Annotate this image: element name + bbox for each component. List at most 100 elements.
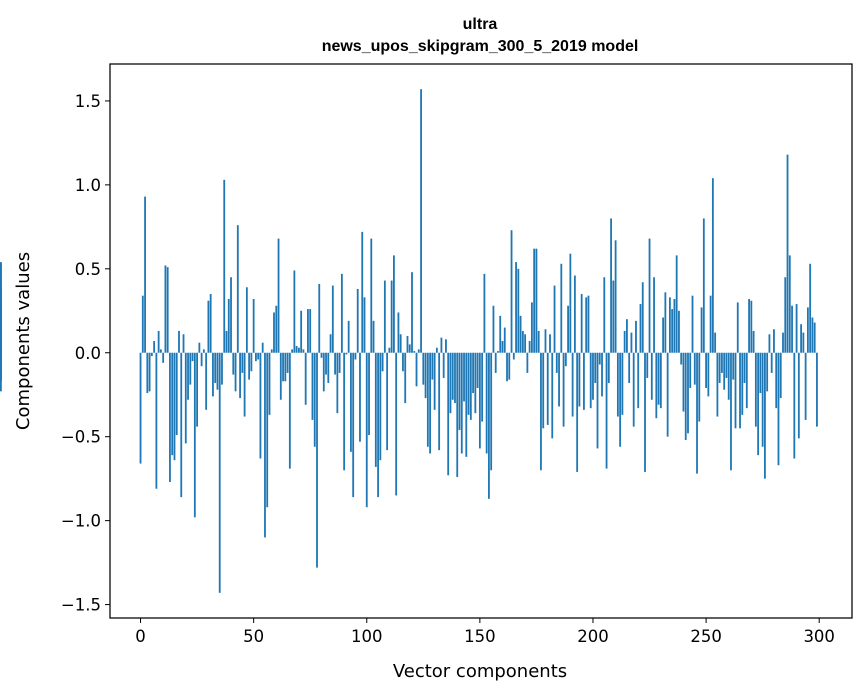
bar-148: [474, 352, 477, 414]
bar-32: [212, 352, 214, 397]
bar-276: [764, 352, 766, 479]
bar-229: [657, 352, 660, 405]
bar-71: [300, 310, 303, 353]
bar-0: [139, 352, 142, 464]
bar-136: [447, 352, 450, 476]
bar-182: [551, 352, 554, 439]
bar-204: [601, 352, 603, 397]
bar-43: [236, 225, 239, 353]
bar-114: [397, 312, 400, 353]
bar-236: [673, 299, 676, 353]
bar-175: [535, 248, 538, 353]
bar-30: [207, 300, 210, 353]
bar-297: [811, 317, 814, 353]
bar-85: [331, 285, 334, 353]
bar-31: [209, 293, 212, 353]
bar-192: [573, 275, 576, 353]
bar-187: [562, 352, 565, 427]
bar-93: [350, 352, 352, 452]
bar-245: [693, 352, 696, 385]
bar-214: [623, 330, 626, 353]
bar-221: [639, 304, 642, 353]
bar-248: [700, 307, 703, 353]
bar-16: [175, 352, 178, 436]
bar-277: [766, 352, 769, 392]
bar-289: [793, 352, 796, 459]
bar-201: [594, 352, 597, 383]
x-axis-label: Vector components: [393, 661, 567, 682]
bar-111: [390, 280, 393, 353]
bar-274: [759, 352, 762, 394]
x-tick-label: 50: [243, 627, 264, 646]
bar-undefined: [0, 352, 2, 358]
bar-40: [230, 277, 232, 353]
bar-69: [295, 346, 298, 353]
bar-218: [632, 352, 635, 427]
bar-205: [603, 277, 606, 353]
bar-106: [379, 352, 382, 461]
bar-269: [748, 299, 750, 353]
bar-72: [302, 349, 305, 353]
bar-92: [347, 320, 350, 353]
bar-285: [784, 277, 787, 353]
x-tick-label: 100: [351, 627, 383, 646]
bar-144: [465, 352, 468, 457]
bar-127: [426, 352, 429, 447]
bar-98: [361, 231, 364, 353]
bar-216: [628, 352, 631, 383]
bar-299: [816, 352, 818, 427]
bar-145: [467, 352, 470, 415]
bar-104: [374, 352, 377, 467]
bar-223: [644, 352, 646, 472]
bar-132: [438, 352, 441, 451]
bar-293: [802, 332, 805, 353]
bar-292: [800, 324, 803, 353]
bar-270: [750, 300, 753, 353]
plot-frame: [109, 63, 853, 619]
bar-63: [282, 352, 284, 382]
bar-169: [521, 330, 524, 353]
bar-78: [316, 352, 318, 568]
bar-10: [162, 352, 165, 363]
bar-234: [668, 297, 671, 353]
bar-38: [225, 330, 228, 353]
bar-256: [718, 352, 721, 383]
bar-47: [245, 287, 248, 353]
bar-84: [329, 334, 332, 353]
bar-250: [705, 352, 707, 388]
bar-249: [702, 218, 705, 353]
bar-143: [463, 352, 465, 402]
bar-5: [150, 352, 153, 357]
bar-125: [422, 352, 425, 385]
bar-257: [721, 352, 723, 373]
bar-52: [257, 352, 260, 360]
bar-48: [248, 352, 251, 380]
bar-99: [363, 297, 366, 353]
bar-96: [356, 288, 359, 353]
bar-194: [578, 352, 581, 407]
y-tick-label: −0.5: [61, 428, 101, 447]
bar-261: [730, 352, 732, 471]
bar-15: [173, 352, 176, 461]
bar-36: [221, 352, 223, 385]
y-tick-label: 0.0: [75, 344, 101, 363]
bar-105: [377, 352, 379, 498]
bar-4: [148, 352, 151, 392]
bar-18: [180, 352, 183, 498]
bar-279: [770, 352, 773, 373]
bar-222: [641, 282, 644, 353]
bar-118: [406, 335, 409, 353]
bar-191: [571, 352, 574, 417]
x-axis-ticks: 0 50 100 150 200 250 300: [135, 618, 835, 646]
bar-185: [558, 352, 560, 407]
bar-81: [322, 352, 325, 392]
bar-282: [777, 352, 780, 466]
bar-227: [653, 277, 655, 353]
x-tick-label: 250: [690, 627, 722, 646]
bar-295: [806, 307, 809, 353]
bar-79: [318, 283, 321, 353]
bar-260: [727, 352, 730, 400]
bar-24: [193, 352, 196, 518]
bar-266: [741, 352, 744, 415]
bar-121: [413, 351, 416, 353]
